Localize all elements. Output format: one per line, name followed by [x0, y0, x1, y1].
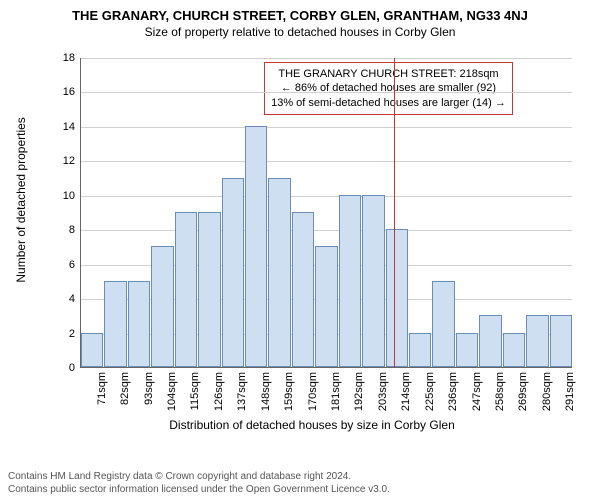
- gridline: [81, 92, 572, 93]
- x-tick-label: 71sqm: [96, 372, 108, 405]
- histogram-bar: [550, 315, 572, 367]
- histogram-bar: [245, 126, 267, 367]
- histogram-bar: [198, 212, 220, 367]
- y-tick-label: 4: [69, 293, 81, 305]
- y-tick-label: 8: [69, 224, 81, 236]
- histogram-bar: [104, 281, 126, 367]
- footer-line-2: Contains public sector information licen…: [8, 484, 390, 497]
- page-subtitle: Size of property relative to detached ho…: [0, 23, 600, 39]
- histogram-bar: [175, 212, 197, 367]
- gridline: [81, 58, 572, 59]
- x-tick-label: 115sqm: [189, 372, 201, 410]
- histogram-bar: [339, 195, 361, 367]
- x-tick-label: 225sqm: [424, 372, 436, 411]
- x-tick-label: 181sqm: [330, 372, 342, 411]
- x-tick-label: 269sqm: [517, 372, 529, 411]
- y-tick-label: 18: [63, 52, 81, 64]
- chart-area: Number of detached properties THE GRANAR…: [52, 58, 572, 408]
- y-tick-label: 12: [63, 155, 81, 167]
- histogram-bar: [526, 315, 548, 367]
- gridline: [81, 196, 572, 197]
- x-tick-label: 137sqm: [236, 372, 248, 411]
- x-tick-label: 82sqm: [119, 372, 131, 405]
- y-tick-label: 16: [63, 86, 81, 98]
- x-tick-label: 214sqm: [400, 372, 412, 411]
- histogram-bar: [81, 333, 103, 367]
- x-tick-label: 258sqm: [494, 372, 506, 411]
- marker-line: [394, 58, 395, 367]
- y-tick-label: 2: [69, 328, 81, 340]
- annotation-line-2: ← 86% of detached houses are smaller (92…: [271, 81, 506, 95]
- footer-text: Contains HM Land Registry data © Crown c…: [8, 471, 390, 496]
- x-tick-label: 192sqm: [353, 372, 365, 411]
- x-tick-label: 104sqm: [166, 372, 178, 411]
- x-tick-label: 247sqm: [471, 372, 483, 411]
- histogram-bar: [292, 212, 314, 367]
- page-title: THE GRANARY, CHURCH STREET, CORBY GLEN, …: [0, 0, 600, 23]
- histogram-bar: [128, 281, 150, 367]
- x-tick-label: 126sqm: [213, 372, 225, 411]
- histogram-bar: [409, 333, 431, 367]
- annotation-line-1: THE GRANARY CHURCH STREET: 218sqm: [271, 67, 506, 81]
- footer-line-1: Contains HM Land Registry data © Crown c…: [8, 471, 390, 484]
- y-axis-label: Number of detached properties: [14, 117, 28, 282]
- x-axis-label: Distribution of detached houses by size …: [52, 418, 572, 432]
- histogram-bar: [456, 333, 478, 367]
- gridline: [81, 127, 572, 128]
- histogram-bar: [503, 333, 525, 367]
- x-tick-label: 203sqm: [377, 372, 389, 411]
- y-tick-label: 0: [69, 362, 81, 374]
- y-tick-label: 14: [63, 121, 81, 133]
- annotation-line-3: 13% of semi-detached houses are larger (…: [271, 96, 506, 110]
- histogram-bar: [479, 315, 501, 367]
- y-tick-label: 10: [63, 190, 81, 202]
- plot-region: THE GRANARY CHURCH STREET: 218sqm ← 86% …: [80, 58, 572, 368]
- gridline: [81, 230, 572, 231]
- x-tick-label: 170sqm: [307, 372, 319, 411]
- x-tick-label: 93sqm: [143, 372, 155, 405]
- x-tick-label: 291sqm: [564, 372, 576, 411]
- histogram-bar: [386, 229, 408, 367]
- histogram-bar: [268, 178, 290, 367]
- histogram-bar: [151, 246, 173, 367]
- y-tick-label: 6: [69, 259, 81, 271]
- x-tick-label: 280sqm: [541, 372, 553, 411]
- annotation-box: THE GRANARY CHURCH STREET: 218sqm ← 86% …: [264, 62, 513, 115]
- x-tick-label: 148sqm: [260, 372, 272, 411]
- histogram-bar: [432, 281, 454, 367]
- histogram-bar: [362, 195, 384, 367]
- x-tick-label: 236sqm: [447, 372, 459, 411]
- histogram-bar: [222, 178, 244, 367]
- x-tick-label: 159sqm: [283, 372, 295, 411]
- gridline: [81, 161, 572, 162]
- histogram-bar: [315, 246, 337, 367]
